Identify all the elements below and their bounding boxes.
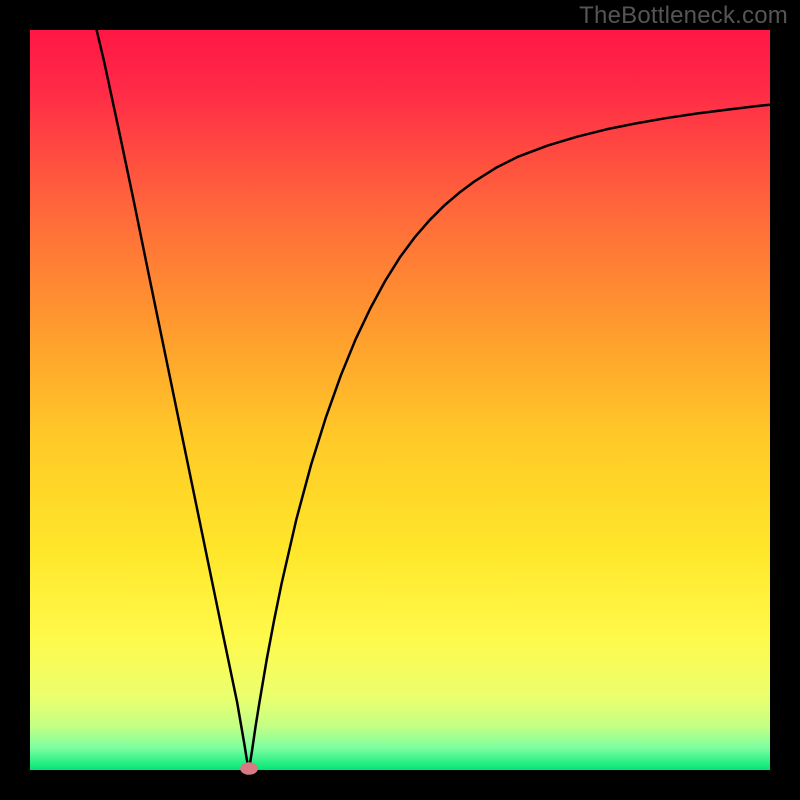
- bottleneck-curve: [97, 30, 770, 769]
- watermark-text: TheBottleneck.com: [579, 2, 788, 30]
- chart-container: TheBottleneck.com: [0, 0, 800, 800]
- plot-area: [30, 30, 770, 770]
- optimal-point-marker: [240, 762, 258, 775]
- curve-layer: [30, 30, 770, 770]
